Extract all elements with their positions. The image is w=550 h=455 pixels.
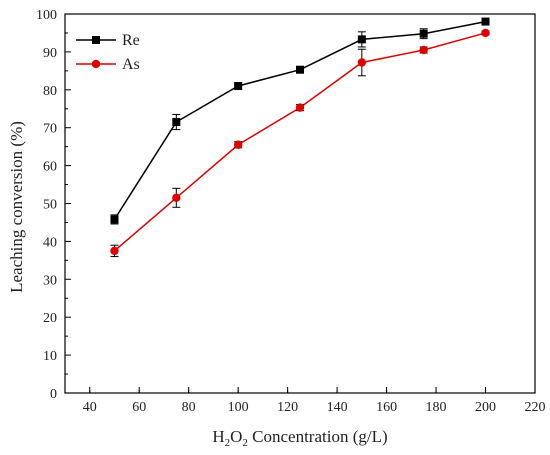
x-tick-label: 180 bbox=[426, 400, 447, 415]
x-axis-ticks: 40 60 80 100 120 140 160 180 200 220 bbox=[83, 387, 546, 415]
data-point bbox=[357, 35, 366, 44]
legend-marker bbox=[91, 59, 101, 69]
legend-item-as: As bbox=[76, 56, 140, 73]
data-point bbox=[172, 118, 181, 127]
data-point bbox=[419, 45, 428, 55]
y-tick-label: 30 bbox=[43, 273, 57, 288]
x-axis-label-sub-2: 2 bbox=[242, 437, 248, 449]
data-point bbox=[110, 246, 119, 256]
y-tick-label: 80 bbox=[43, 84, 57, 99]
x-axis-label-h: H bbox=[212, 427, 224, 446]
x-tick-label: 140 bbox=[327, 400, 348, 415]
y-tick-label: 0 bbox=[50, 387, 57, 402]
x-tick-label: 80 bbox=[182, 400, 196, 415]
data-point bbox=[481, 17, 490, 26]
y-tick-label: 10 bbox=[43, 349, 57, 364]
data-point bbox=[172, 193, 181, 203]
legend-item-re: Re bbox=[76, 32, 140, 49]
x-axis-label: H2O2 Concentration (g/L) bbox=[212, 427, 387, 449]
series-layer bbox=[110, 17, 490, 258]
legend-label: Re bbox=[122, 32, 140, 49]
x-tick-label: 60 bbox=[132, 400, 146, 415]
series-as bbox=[110, 28, 490, 258]
series-line bbox=[113, 20, 486, 220]
y-tick-label: 70 bbox=[43, 122, 57, 137]
y-tick-label: 90 bbox=[43, 46, 57, 61]
x-axis-label-o: O bbox=[230, 427, 242, 446]
x-tick-label: 160 bbox=[376, 400, 397, 415]
x-tick-label: 200 bbox=[475, 400, 496, 415]
legend-marker bbox=[92, 36, 100, 44]
y-tick-label: 40 bbox=[43, 235, 57, 250]
y-tick-label: 60 bbox=[43, 160, 57, 175]
data-point bbox=[234, 82, 243, 91]
y-tick-label: 50 bbox=[43, 198, 57, 213]
data-point bbox=[296, 65, 304, 74]
y-tick-label: 100 bbox=[36, 8, 57, 23]
data-point bbox=[481, 28, 490, 38]
data-point bbox=[233, 140, 243, 149]
series-re bbox=[110, 17, 490, 225]
data-point bbox=[419, 29, 428, 38]
series-line bbox=[113, 32, 486, 252]
y-axis-ticks: 0 10 20 30 40 50 60 70 80 90 100 bbox=[36, 8, 71, 402]
x-tick-label: 100 bbox=[228, 400, 249, 415]
x-tick-label: 220 bbox=[525, 400, 546, 415]
x-tick-label: 120 bbox=[277, 400, 298, 415]
x-axis-label-tail: Concentration (g/L) bbox=[248, 427, 388, 446]
data-point bbox=[357, 58, 367, 67]
legend: Re As bbox=[76, 32, 140, 73]
data-point bbox=[295, 103, 305, 112]
legend-label: As bbox=[122, 56, 140, 73]
y-tick-label: 20 bbox=[43, 311, 57, 326]
y-axis-label: Leaching conversion (%) bbox=[7, 121, 26, 293]
x-tick-label: 40 bbox=[83, 400, 97, 415]
data-point bbox=[110, 215, 119, 224]
x-axis-label-sub-1: 2 bbox=[225, 437, 231, 449]
